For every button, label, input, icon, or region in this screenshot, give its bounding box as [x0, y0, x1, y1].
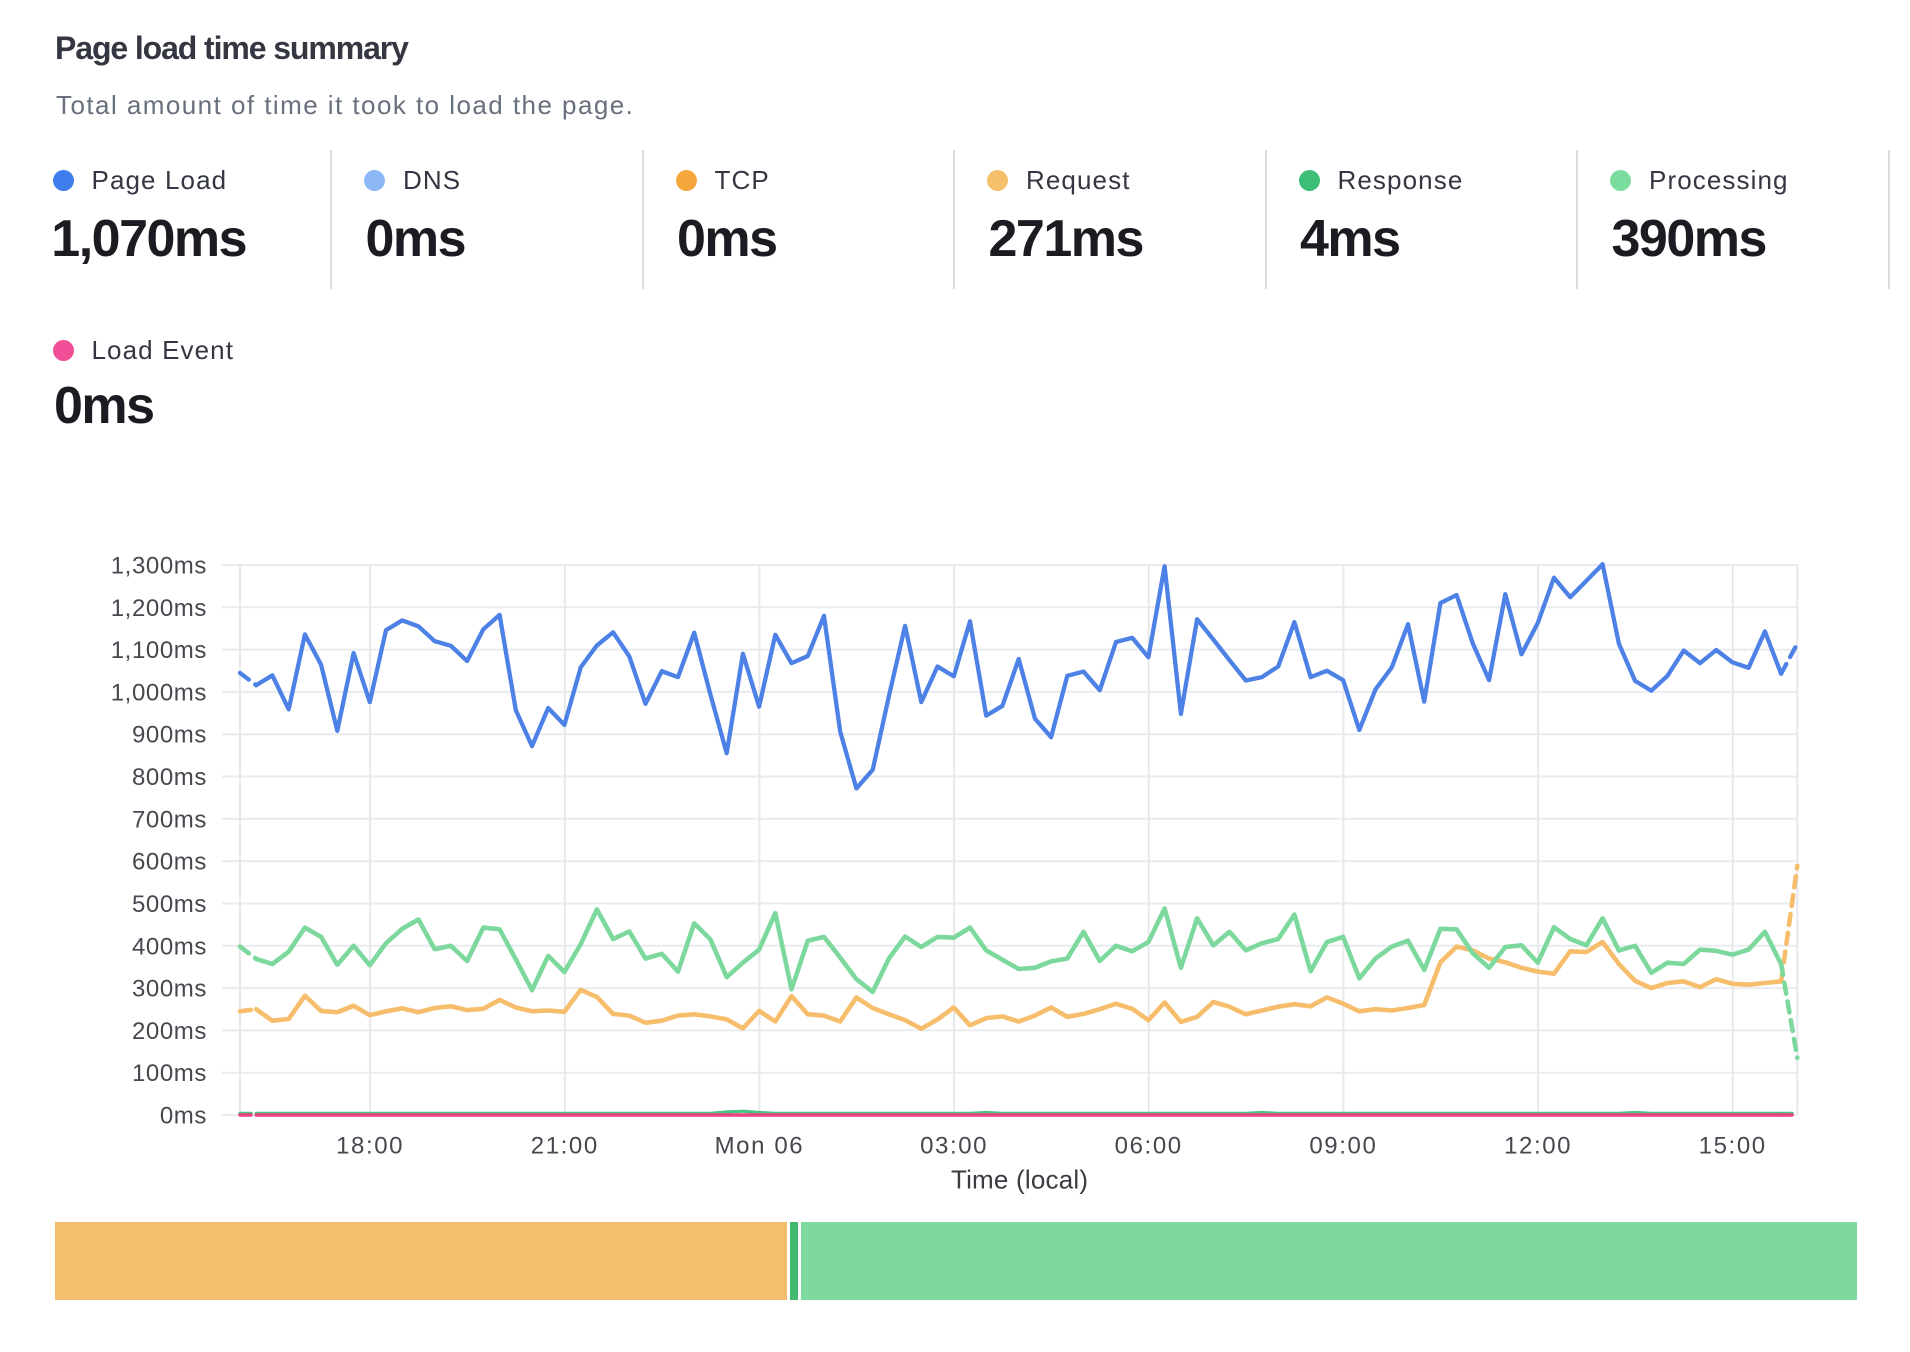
svg-text:1,300ms: 1,300ms — [111, 553, 207, 580]
svg-text:1,000ms: 1,000ms — [111, 679, 207, 706]
svg-text:09:00: 09:00 — [1309, 1133, 1377, 1160]
svg-text:300ms: 300ms — [132, 976, 207, 1003]
svg-text:18:00: 18:00 — [336, 1133, 404, 1160]
svg-text:15:00: 15:00 — [1699, 1133, 1767, 1160]
svg-text:100ms: 100ms — [132, 1060, 207, 1087]
svg-text:600ms: 600ms — [132, 849, 207, 876]
svg-text:12:00: 12:00 — [1504, 1133, 1572, 1160]
svg-text:Time (local): Time (local) — [951, 1165, 1088, 1195]
svg-text:800ms: 800ms — [132, 764, 207, 791]
svg-text:700ms: 700ms — [132, 806, 207, 833]
svg-text:400ms: 400ms — [132, 933, 207, 960]
svg-text:200ms: 200ms — [132, 1018, 207, 1045]
svg-text:06:00: 06:00 — [1115, 1133, 1183, 1160]
svg-text:1,100ms: 1,100ms — [111, 637, 207, 664]
svg-text:03:00: 03:00 — [920, 1133, 988, 1160]
svg-text:500ms: 500ms — [132, 891, 207, 918]
svg-text:1,200ms: 1,200ms — [111, 595, 207, 622]
svg-text:Mon 06: Mon 06 — [715, 1133, 805, 1160]
svg-text:0ms: 0ms — [160, 1103, 207, 1130]
svg-text:21:00: 21:00 — [531, 1133, 599, 1160]
svg-text:900ms: 900ms — [132, 722, 207, 749]
